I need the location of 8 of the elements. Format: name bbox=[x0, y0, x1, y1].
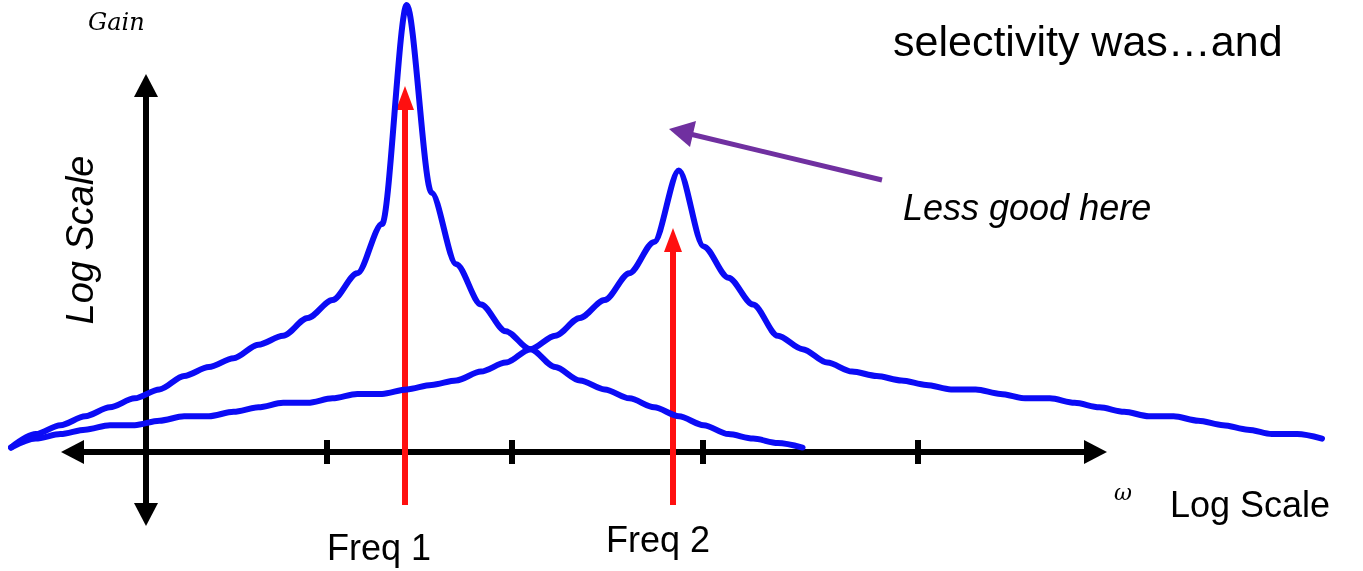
annotation: Less good here bbox=[903, 187, 1152, 228]
text: Freq 1 bbox=[327, 527, 432, 568]
y-axis-title: Log Scale bbox=[59, 155, 101, 325]
x-axis-title: Log Scale bbox=[1170, 484, 1331, 525]
text: ω bbox=[1114, 480, 1132, 505]
annotation: Gain bbox=[88, 8, 145, 36]
text: Freq 2 bbox=[606, 519, 711, 560]
annotation: selectivity was…and bbox=[893, 17, 1283, 65]
